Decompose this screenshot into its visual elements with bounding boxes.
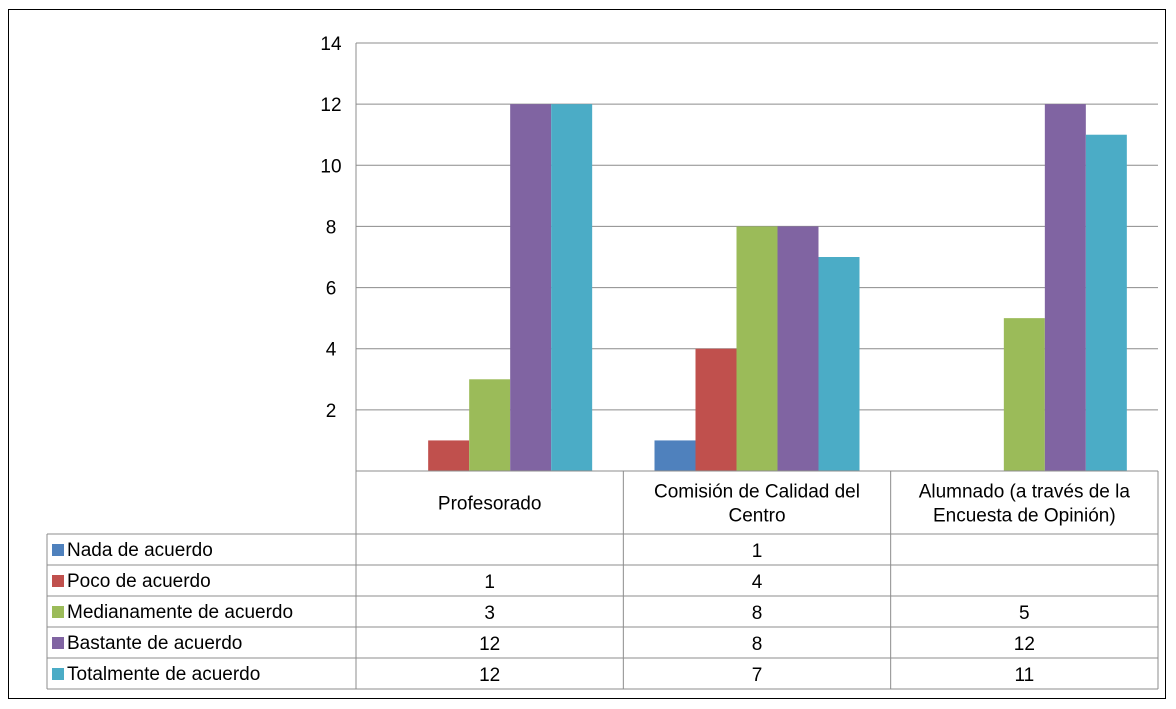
- bar: [469, 379, 511, 471]
- legend-label: Totalmente de acuerdo: [67, 664, 260, 685]
- chart-frame: 2 4 6 8 10 12 14 Profesorado Comisión de Calida…: [8, 9, 1166, 699]
- bar: [654, 440, 696, 471]
- legend-label: Medianamente de acuerdo: [67, 602, 293, 623]
- table-value: 8: [752, 603, 763, 624]
- y-tick-label: 14: [320, 34, 342, 55]
- y-tick-label: 10: [320, 156, 341, 177]
- table-value: 12: [479, 634, 500, 655]
- legend-key: [52, 575, 64, 587]
- table-value: 11: [1014, 665, 1034, 686]
- bar: [1003, 318, 1045, 471]
- bar: [695, 348, 737, 471]
- bar: [777, 226, 819, 471]
- table-value: 3: [484, 603, 495, 624]
- bar: [1044, 104, 1086, 472]
- x-category-label: Comisión de Calidad del Centro: [654, 482, 860, 527]
- x-category-label: Alumnado (a través de la Encuesta de Opin…: [919, 482, 1131, 527]
- table-value: 12: [479, 665, 500, 686]
- table-value: 4: [752, 572, 763, 593]
- legend-key: [52, 668, 64, 680]
- bar: [510, 104, 552, 472]
- bar: [736, 226, 778, 471]
- y-tick-label: 8: [326, 217, 337, 238]
- legend-key: [52, 544, 64, 556]
- legend-label: Nada de acuerdo: [67, 540, 213, 561]
- legend-label: Poco de acuerdo: [67, 571, 211, 592]
- legend-key: [52, 637, 64, 649]
- bar: [818, 257, 860, 471]
- y-tick-label: 4: [326, 340, 337, 361]
- table-value: 1: [752, 541, 763, 562]
- y-tick-label: 6: [326, 279, 337, 300]
- bar: [1085, 134, 1127, 471]
- legend-label: Bastante de acuerdo: [67, 633, 242, 654]
- legend-key: [52, 606, 64, 618]
- x-category-label: Profesorado: [438, 494, 542, 515]
- table-value: 5: [1019, 603, 1030, 624]
- table-value: 8: [752, 634, 763, 655]
- table-value: 12: [1014, 634, 1035, 655]
- bar: [551, 104, 593, 472]
- table-value: 7: [752, 665, 763, 686]
- table-value: 1: [484, 572, 495, 593]
- y-tick-label: 12: [320, 95, 341, 116]
- y-tick-label: 2: [326, 401, 337, 422]
- bar: [428, 440, 470, 471]
